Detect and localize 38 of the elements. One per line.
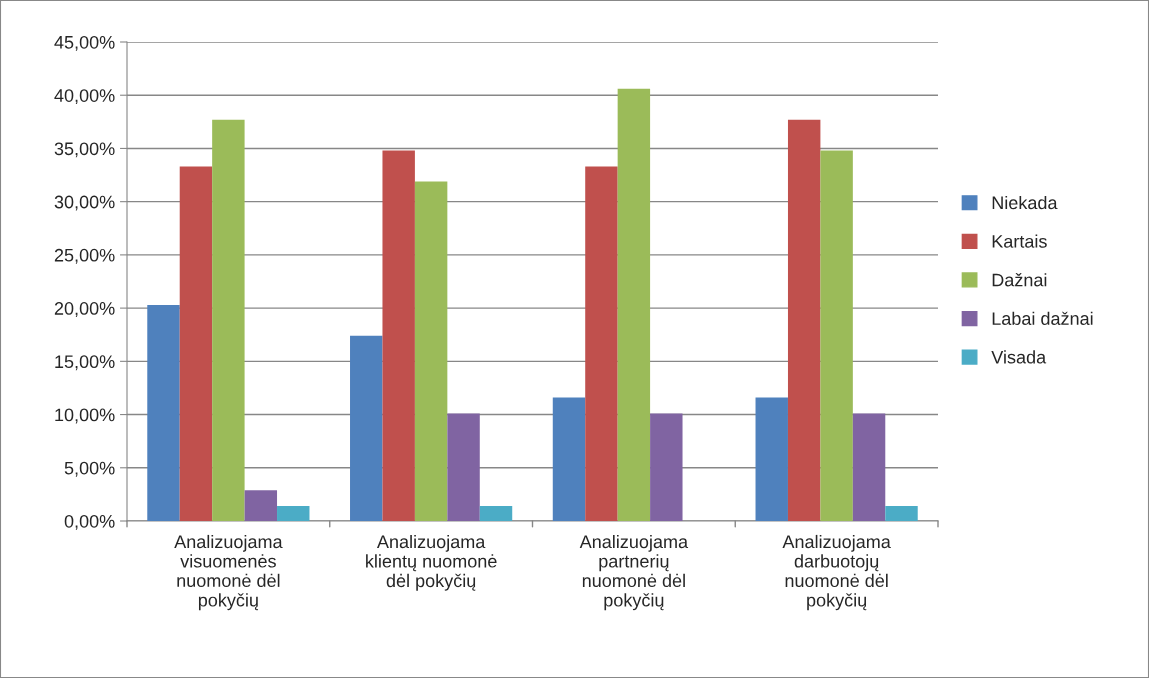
y-tick-label: 15,00% (55, 355, 115, 371)
x-tick-label: Analizuojama partnerių nuomonė dėl pokyčių (579, 534, 689, 611)
bar (820, 150, 853, 521)
legend-label: Dažnai (992, 273, 1047, 287)
bar (617, 88, 651, 521)
bar (585, 166, 618, 521)
y-tick-label: 10,00% (55, 408, 115, 424)
bar (650, 413, 683, 521)
bar (414, 181, 448, 521)
legend-label: Labai dažnai (992, 311, 1093, 325)
bar (147, 304, 180, 521)
x-tick-label: Analizuojama visuomenės nuomonė dėl pokyčių (174, 534, 283, 611)
bar (755, 397, 788, 521)
y-tick-label: 45,00% (54, 35, 115, 51)
bar (885, 506, 918, 521)
y-tick-label: 5,00% (64, 461, 115, 477)
bar (179, 166, 213, 521)
bar (552, 397, 586, 521)
x-tick-label: Analizuojama klientų nuomonė dėl pokyčių (366, 534, 497, 591)
bar (277, 506, 310, 521)
legend-label: Kartais (992, 234, 1047, 248)
bar (350, 335, 383, 521)
y-tick-label: 40,00% (54, 89, 115, 105)
bar (479, 506, 513, 521)
legend-label: Visada (991, 350, 1047, 364)
y-tick-label: 0,00% (64, 514, 115, 530)
bar (244, 490, 278, 521)
bar (787, 119, 821, 521)
y-tick-label: 35,00% (54, 142, 115, 158)
bar (382, 150, 415, 521)
y-tick-label: 30,00% (54, 195, 115, 211)
y-tick-label: 20,00% (54, 302, 115, 317)
legend-label: Niekada (992, 195, 1058, 210)
x-tick-label: Analizuojama darbuotojų nuomonė dėl pokyčių (782, 534, 891, 611)
bar (447, 413, 480, 521)
bar (852, 413, 886, 521)
bar (212, 119, 245, 521)
y-tick-label: 25,00% (54, 248, 115, 264)
